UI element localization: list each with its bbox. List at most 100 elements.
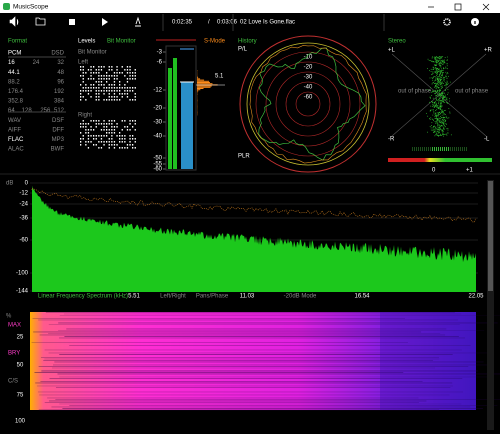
correlation-tick: [434, 147, 435, 151]
spectrogram-row: [51, 406, 471, 408]
stereo-dot: [442, 98, 443, 100]
stereo-dot: [442, 92, 444, 94]
stereo-dot: [443, 77, 445, 79]
correlation-tick: [458, 147, 459, 151]
stereo-dot: [437, 85, 438, 87]
stop-button[interactable]: [69, 19, 75, 25]
spectrogram-row: [66, 328, 447, 330]
stereo-dot: [436, 113, 438, 115]
bit-dot: [95, 138, 97, 140]
stereo-dot: [442, 100, 444, 102]
stereo-dot: [441, 72, 443, 74]
stereo-dot: [443, 124, 444, 125]
stereo-dot: [438, 94, 440, 96]
stereo-dot: [433, 112, 435, 114]
stereo-dot: [431, 74, 433, 76]
bit-dot: [129, 75, 131, 77]
stereo-dot: [435, 69, 437, 71]
bit-dot: [93, 66, 95, 68]
stereo-dot: [446, 63, 448, 64]
ring-label: -20: [304, 65, 313, 71]
stereo-dot: [435, 72, 437, 74]
stereo-dot: [444, 118, 446, 120]
histogram-bar: [197, 78, 201, 80]
bit-dot: [108, 120, 110, 122]
stereo-dot: [449, 111, 451, 113]
stereo-dot: [442, 132, 443, 134]
bit-dot: [113, 132, 116, 134]
stereo-dot: [427, 131, 428, 133]
spectrogram-row: [36, 385, 454, 387]
stereo-dot: [437, 123, 439, 124]
stereo-dot: [436, 59, 438, 61]
correlation-tick: [440, 147, 441, 151]
bit-dot: [95, 120, 97, 122]
meter-frame: [165, 45, 197, 171]
spectrogram-row: [38, 366, 469, 367]
x-tick-label: 22.05: [468, 294, 484, 300]
metronome-button[interactable]: [135, 16, 141, 27]
bit-dot: [113, 78, 116, 80]
bit-dot: [87, 147, 90, 149]
play-button[interactable]: [102, 18, 108, 26]
stereo-dot: [436, 116, 437, 117]
bit-dot: [116, 78, 118, 80]
correlation-tick: [462, 147, 463, 151]
scrollbar[interactable]: [487, 180, 494, 430]
stereo-dot: [433, 111, 435, 113]
stereo-dot: [439, 71, 440, 73]
bit-dot: [124, 120, 126, 122]
bit-dot: [121, 93, 123, 95]
stereo-dot: [447, 127, 449, 129]
settings-button[interactable]: [443, 18, 451, 26]
stereo-dot: [434, 135, 436, 137]
spectrogram-row: [32, 318, 405, 319]
stereo-dot: [441, 130, 443, 132]
scrollbar-thumb[interactable]: [488, 181, 493, 291]
stereo-dot: [444, 109, 446, 111]
volume-button[interactable]: [9, 16, 19, 27]
bit-dot: [126, 87, 129, 89]
stereo-dot: [444, 77, 446, 79]
spectrogram-marker: BRY: [8, 351, 20, 357]
stereo-dot: [438, 112, 440, 114]
stereo-dot: [437, 63, 439, 65]
stereo-dot: [443, 68, 445, 69]
stereo-dot: [445, 82, 447, 83]
stereo-dot: [435, 65, 437, 67]
spectrogram-row: [55, 399, 500, 400]
maximize-button[interactable]: [454, 3, 462, 11]
bit-dot: [90, 66, 92, 68]
info-glyph: [474, 21, 476, 24]
open-button[interactable]: [35, 17, 46, 26]
axis-label: +R: [484, 48, 493, 54]
stereo-dot: [435, 103, 437, 105]
stereo-dot: [436, 130, 438, 132]
bit-dot: [108, 138, 110, 140]
bit-dot: [82, 72, 84, 74]
format-item: 352.8: [8, 99, 24, 105]
stereo-dot: [439, 97, 441, 98]
stereo-dot: [436, 73, 438, 75]
stereo-dot: [441, 70, 443, 72]
bit-dot: [80, 66, 82, 68]
spectrogram-row: [34, 372, 404, 373]
correlation-tick: [412, 147, 413, 151]
stereo-dot: [434, 104, 436, 106]
bit-dot: [108, 90, 110, 92]
stereo-dot: [441, 94, 442, 96]
stereo-dot: [430, 87, 431, 89]
bit-dot: [129, 135, 131, 137]
format-item: 88.2: [8, 79, 20, 85]
meter-scale-label: -30: [153, 120, 162, 126]
stereo-dot: [446, 97, 448, 99]
stereo-dot: [439, 98, 440, 99]
stereo-dot: [444, 94, 446, 96]
stereo-dot: [446, 99, 448, 101]
close-button[interactable]: [482, 3, 490, 11]
stereo-dot: [441, 111, 443, 113]
stereo-dot: [447, 117, 449, 119]
bit-dot: [93, 78, 95, 80]
bit-dot: [113, 99, 116, 101]
stereo-dot: [433, 132, 434, 133]
